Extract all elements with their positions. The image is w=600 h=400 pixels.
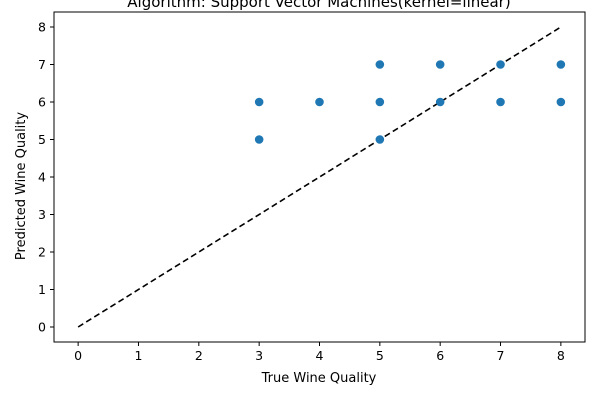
scatter-point — [315, 97, 324, 107]
y-tick-label: 3 — [38, 207, 46, 222]
scatter-point — [435, 97, 445, 107]
reference-line — [77, 26, 562, 328]
scatter-point — [556, 97, 566, 107]
scatter-point — [254, 135, 264, 144]
x-tick-label: 1 — [135, 348, 143, 363]
x-tick-label: 6 — [436, 348, 444, 363]
chart-title: Algorithm: Support Vector Machines(kerne… — [127, 0, 510, 11]
x-tick-label: 8 — [557, 348, 565, 363]
y-tick-label: 5 — [38, 132, 46, 147]
y-tick-label: 8 — [38, 20, 46, 35]
x-tick-label: 7 — [497, 348, 505, 363]
y-tick-label: 6 — [38, 95, 46, 110]
x-tick-label: 4 — [316, 348, 324, 363]
scatter-point — [496, 60, 505, 69]
y-tick-label: 0 — [38, 320, 46, 335]
y-axis-label: Predicted Wine Quality — [14, 112, 29, 260]
x-tick-label: 2 — [195, 348, 203, 363]
scatter-point — [375, 97, 385, 107]
scatter-point — [375, 60, 385, 69]
x-tick-label: 5 — [376, 348, 384, 363]
x-tick-label: 3 — [255, 348, 263, 363]
scatter-point — [435, 60, 445, 69]
scatter-point — [496, 97, 505, 107]
x-axis-label: True Wine Quality — [261, 371, 377, 386]
x-tick-label: 0 — [74, 348, 82, 363]
scatter-point — [556, 60, 566, 69]
plot-area: 0 1 2 3 4 5 6 7 8 0 1 2 3 4 5 6 7 8 — [38, 11, 586, 363]
y-tick-label: 2 — [38, 245, 46, 260]
y-tick-label: 7 — [38, 57, 46, 72]
scatter-point — [254, 97, 264, 107]
y-tick-label: 1 — [38, 282, 46, 297]
y-tick-label: 4 — [38, 170, 46, 185]
scatter-point — [375, 135, 385, 144]
